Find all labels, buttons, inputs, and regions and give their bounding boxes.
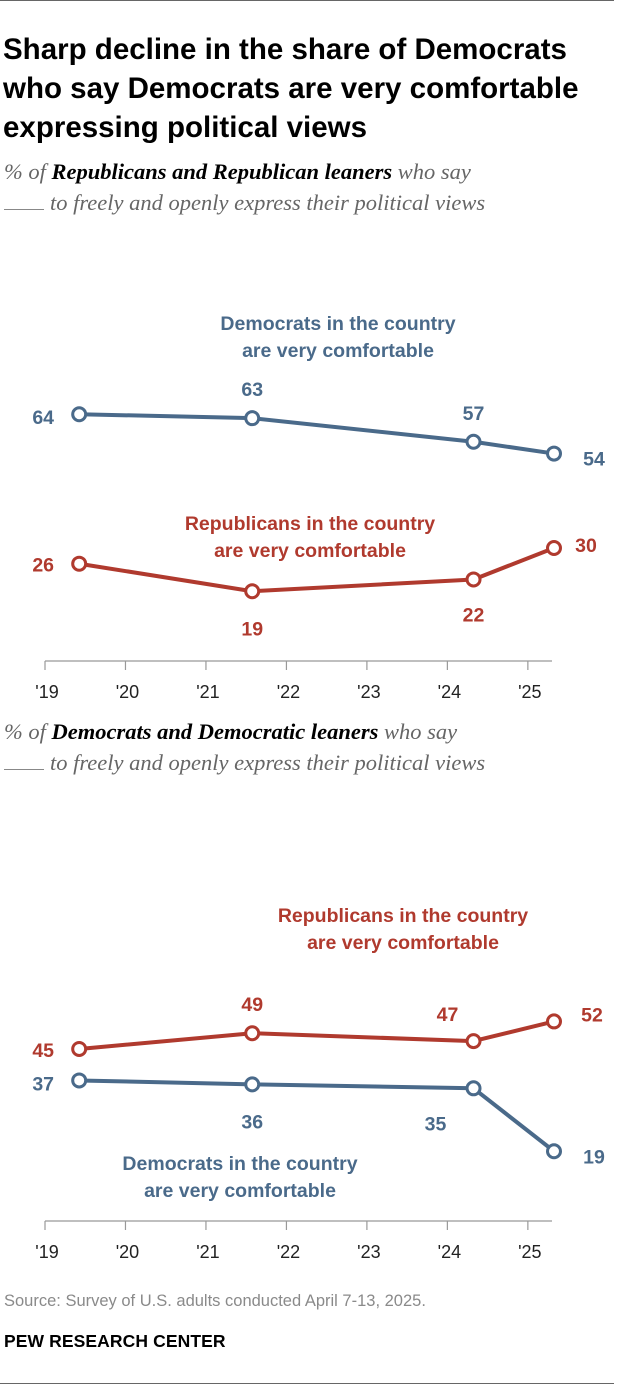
x-axis: '19 '20 '21 '22 '23 '24 '25 — [35, 660, 552, 702]
x-tick-label: '25 — [518, 682, 541, 702]
data-point — [71, 406, 88, 423]
data-point — [465, 433, 482, 450]
x-tick-label: '24 — [438, 1242, 461, 1262]
series-label-line: are very comfortable — [242, 340, 434, 362]
series-label-line: Republicans in the country — [278, 905, 528, 927]
subtitle-republican-panel: % of Republicans and Republican leaners … — [4, 159, 486, 215]
x-tick-label: '23 — [357, 682, 380, 702]
data-point — [465, 1080, 482, 1097]
data-label: 19 — [241, 618, 263, 640]
x-tick-label: '19 — [35, 682, 58, 702]
x-tick-label: '21 — [196, 1242, 219, 1262]
series-line-democrats — [77, 1078, 556, 1154]
data-point — [71, 1072, 88, 1089]
series-label-line: are very comfortable — [307, 932, 499, 954]
data-label: 36 — [241, 1111, 263, 1133]
series-line-republicans — [77, 1019, 556, 1051]
series-label-line: Democrats in the country — [122, 1153, 357, 1175]
data-point — [244, 1025, 261, 1042]
x-axis: '19 '20 '21 '22 '23 '24 '25 — [35, 1220, 552, 1262]
data-label: 37 — [32, 1073, 54, 1095]
bottom-rule — [0, 1383, 614, 1384]
series-label-line: Democrats in the country — [220, 313, 455, 335]
x-tick-label: '22 — [277, 682, 300, 702]
series-label-democrats: Democrats in the country are very comfort… — [220, 313, 455, 362]
x-tick-label: '24 — [438, 682, 461, 702]
data-label: 30 — [575, 535, 597, 557]
data-point — [546, 1013, 562, 1030]
data-label: 64 — [32, 407, 54, 429]
x-tick-label: '23 — [357, 1242, 380, 1262]
series-label-line: Republicans in the country — [185, 513, 435, 535]
republican-panel-chart: '19 '20 '21 '22 '23 '24 '25 64 63 57 54 Democrats i… — [32, 313, 605, 702]
data-point — [546, 445, 562, 462]
data-label: 26 — [32, 555, 54, 577]
data-label: 47 — [437, 1004, 459, 1026]
data-point — [546, 1143, 562, 1160]
series-line-republicans — [77, 545, 556, 594]
data-label: 19 — [583, 1146, 605, 1168]
top-rule — [0, 0, 614, 1]
series-republicans: 45 49 47 52 Republicans in the country are ve… — [32, 905, 603, 1062]
series-label-democrats: Democrats in the country are very comfort… — [122, 1153, 357, 1202]
data-label: 35 — [425, 1113, 447, 1135]
series-label-republicans: Republicans in the country are very comfo… — [185, 513, 435, 562]
source-note: Source: Survey of U.S. adults conducted … — [4, 1292, 426, 1310]
data-point — [244, 410, 261, 427]
series-republicans: 26 19 22 30 Republicans in the country are ve… — [32, 513, 597, 640]
x-tick-label: '20 — [116, 1242, 139, 1262]
data-point — [71, 555, 88, 572]
data-point — [465, 571, 482, 588]
data-label: 52 — [581, 1004, 603, 1026]
democrat-panel-chart: '19 '20 '21 '22 '23 '24 '25 45 49 47 52 Republicans… — [32, 905, 605, 1262]
series-label-line: are very comfortable — [144, 1180, 336, 1202]
x-tick-label: '20 — [116, 682, 139, 702]
blank-line — [4, 195, 44, 210]
subtitle-group: Democrats and Democratic leaners — [51, 719, 379, 744]
data-point — [465, 1033, 482, 1050]
data-point — [546, 539, 562, 556]
series-democrats: 37 36 35 19 Democrats in the country are very… — [32, 1072, 605, 1202]
x-tick-label: '25 — [518, 1242, 541, 1262]
series-line-democrats — [77, 412, 556, 456]
series-label-line: are very comfortable — [214, 540, 406, 562]
chart-title: Sharp decline in the share of Democrats … — [3, 33, 579, 144]
data-label: 22 — [463, 604, 485, 626]
data-label: 54 — [583, 449, 605, 471]
x-tick-label: '19 — [35, 1242, 58, 1262]
series-democrats: 64 63 57 54 Democrats in the country are very… — [32, 313, 605, 471]
subtitle-group: Republicans and Republican leaners — [51, 159, 393, 184]
series-label-republicans: Republicans in the country are very comfo… — [278, 905, 528, 954]
data-label: 49 — [241, 994, 263, 1016]
x-tick-label: '22 — [277, 1242, 300, 1262]
blank-line — [4, 755, 44, 770]
data-point — [244, 1076, 261, 1093]
data-label: 57 — [463, 403, 485, 425]
data-point — [71, 1040, 88, 1057]
x-tick-label: '21 — [196, 682, 219, 702]
data-label: 63 — [241, 379, 263, 401]
pew-logo-text: PEW RESEARCH CENTER — [4, 1331, 226, 1351]
data-point — [244, 583, 261, 600]
subtitle-democrat-panel: % of Democrats and Democratic leaners wh… — [4, 719, 486, 775]
data-label: 45 — [32, 1040, 54, 1062]
